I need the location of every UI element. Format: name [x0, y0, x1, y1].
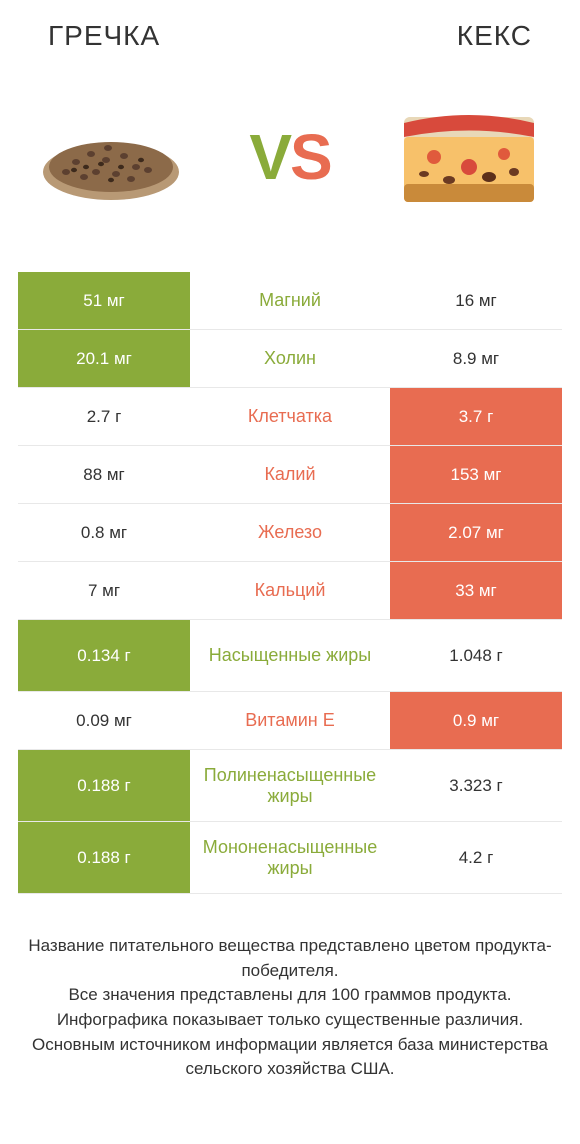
- table-row: 0.8 мгЖелезо2.07 мг: [18, 504, 562, 562]
- value-right: 33 мг: [390, 562, 562, 619]
- value-left: 7 мг: [18, 562, 190, 619]
- value-left: 51 мг: [18, 272, 190, 329]
- nutrient-label: Магний: [190, 272, 390, 329]
- value-right: 16 мг: [390, 272, 562, 329]
- vs-v: V: [249, 121, 290, 193]
- title-right: КЕКС: [457, 20, 532, 52]
- nutrient-label: Клетчатка: [190, 388, 390, 445]
- food-image-right: [384, 92, 554, 222]
- value-right: 4.2 г: [390, 822, 562, 893]
- value-left: 88 мг: [18, 446, 190, 503]
- value-left: 2.7 г: [18, 388, 190, 445]
- value-left: 0.188 г: [18, 750, 190, 821]
- nutrient-label: Витамин E: [190, 692, 390, 749]
- value-left: 0.134 г: [18, 620, 190, 691]
- table-row: 0.134 гНасыщенные жиры1.048 г: [18, 620, 562, 692]
- table-row: 20.1 мгХолин8.9 мг: [18, 330, 562, 388]
- value-left: 0.8 мг: [18, 504, 190, 561]
- table-row: 7 мгКальций33 мг: [18, 562, 562, 620]
- nutrient-label: Кальций: [190, 562, 390, 619]
- table-row: 0.09 мгВитамин E0.9 мг: [18, 692, 562, 750]
- vs-row: VS: [18, 72, 562, 272]
- header: ГРЕЧКА КЕКС: [18, 20, 562, 72]
- buckwheat-icon: [36, 112, 186, 202]
- value-right: 3.7 г: [390, 388, 562, 445]
- value-right: 1.048 г: [390, 620, 562, 691]
- nutrient-label: Холин: [190, 330, 390, 387]
- caption: Название питательного вещества представл…: [18, 934, 562, 1082]
- table-row: 88 мгКалий153 мг: [18, 446, 562, 504]
- nutrient-label: Мононенасыщенные жиры: [190, 822, 390, 893]
- value-left: 0.09 мг: [18, 692, 190, 749]
- table-row: 51 мгМагний16 мг: [18, 272, 562, 330]
- value-right: 0.9 мг: [390, 692, 562, 749]
- table-row: 0.188 гМононенасыщенные жиры4.2 г: [18, 822, 562, 894]
- vs-label: VS: [249, 120, 330, 194]
- vs-s: S: [290, 121, 331, 193]
- value-right: 3.323 г: [390, 750, 562, 821]
- nutrient-label: Калий: [190, 446, 390, 503]
- table-row: 0.188 гПолиненасыщенные жиры3.323 г: [18, 750, 562, 822]
- title-left: ГРЕЧКА: [48, 20, 160, 52]
- comparison-table: 51 мгМагний16 мг20.1 мгХолин8.9 мг2.7 гК…: [18, 272, 562, 894]
- value-left: 20.1 мг: [18, 330, 190, 387]
- nutrient-label: Насыщенные жиры: [190, 620, 390, 691]
- value-right: 8.9 мг: [390, 330, 562, 387]
- table-row: 2.7 гКлетчатка3.7 г: [18, 388, 562, 446]
- food-image-left: [26, 92, 196, 222]
- value-left: 0.188 г: [18, 822, 190, 893]
- cake-icon: [394, 102, 544, 212]
- value-right: 2.07 мг: [390, 504, 562, 561]
- value-right: 153 мг: [390, 446, 562, 503]
- nutrient-label: Железо: [190, 504, 390, 561]
- nutrient-label: Полиненасыщенные жиры: [190, 750, 390, 821]
